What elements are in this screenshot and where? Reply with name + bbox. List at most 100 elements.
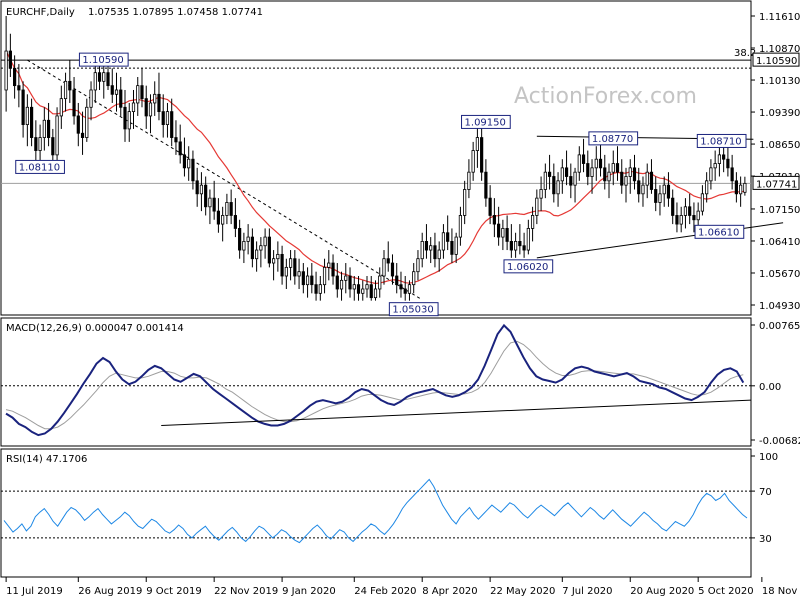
annotation-box: [15, 159, 65, 174]
candle: [140, 68, 144, 108]
candle-body: [123, 106, 127, 130]
candle-body: [13, 67, 17, 87]
candle: [632, 154, 637, 190]
candle: [195, 167, 199, 207]
annotation-text: 1.08110: [19, 162, 60, 173]
annotation-text: 1.10590: [82, 55, 123, 66]
candle-body: [424, 241, 429, 251]
candle-body: [386, 258, 390, 264]
price-tick-label: 1.04930: [759, 301, 800, 312]
candle: [739, 176, 743, 207]
candle-body: [348, 275, 352, 290]
candle: [276, 241, 280, 272]
candle-body: [174, 137, 178, 143]
candle: [136, 77, 140, 116]
x-tick-label: 26 Aug 2019: [78, 586, 142, 597]
candle: [297, 258, 301, 289]
rsi-tick-label: 70: [759, 487, 772, 498]
annotation-label: 1.08110: [15, 159, 65, 174]
candle: [471, 141, 475, 181]
macd-panel: [0, 317, 752, 447]
price-axis: 1.116101.108701.101301.093901.086501.079…: [751, 12, 800, 312]
candle: [403, 276, 407, 301]
annotation-box: [78, 52, 129, 67]
macd-tick-label: 0.007655: [759, 321, 800, 332]
candle-body: [284, 266, 288, 277]
macd-tick-label: -0.006822: [759, 436, 800, 447]
candle-body: [475, 137, 479, 151]
candle-body: [505, 228, 509, 242]
candle-body: [255, 249, 259, 260]
candle: [543, 163, 547, 199]
candle-body: [246, 236, 250, 242]
candle: [157, 72, 161, 121]
candle-body: [34, 137, 38, 151]
candle: [573, 167, 577, 203]
candle: [560, 159, 564, 194]
candle-body: [106, 72, 110, 87]
candle-body: [250, 236, 254, 260]
candle-body: [743, 182, 747, 193]
rsi-panel: [0, 448, 752, 578]
price-tag-box: [752, 175, 800, 190]
candle: [348, 267, 352, 298]
candle-body: [356, 284, 361, 294]
candle-body: [641, 184, 645, 195]
candle-body: [165, 111, 170, 125]
candle-body: [518, 241, 522, 247]
candle: [178, 124, 182, 164]
candle: [4, 16, 8, 112]
candle: [242, 232, 246, 264]
candle-body: [454, 236, 458, 255]
candle-body: [80, 132, 85, 138]
candle-body: [526, 228, 530, 251]
candle-body: [543, 171, 547, 190]
candle-body: [611, 163, 615, 173]
candle-body: [42, 119, 46, 138]
candle-body: [238, 228, 242, 251]
candle: [399, 271, 403, 298]
macd-axis: 0.007655 0.00 -0.006822: [751, 321, 800, 447]
candle: [552, 163, 556, 203]
annotation-box: [696, 133, 747, 148]
x-tick-label: 22 May 2020: [490, 586, 555, 597]
candle: [441, 224, 446, 259]
candle-body: [301, 271, 305, 286]
price-tick-label: 1.07150: [759, 205, 800, 216]
candle-body: [416, 258, 420, 273]
candle: [446, 215, 450, 251]
candle: [13, 55, 17, 99]
candle-body: [144, 98, 148, 117]
price-tick-label: 1.06410: [759, 237, 800, 248]
candle-body: [492, 215, 496, 225]
price-tag-text: 1.07741: [756, 179, 797, 190]
candle: [102, 64, 106, 99]
candle-body: [51, 137, 55, 156]
candle: [624, 167, 628, 203]
candle: [42, 107, 46, 151]
candle: [352, 276, 356, 301]
candle-body: [280, 253, 284, 277]
price-tag: 1.10590: [752, 52, 800, 67]
x-tick-label: 20 Aug 2020: [630, 586, 694, 597]
candle: [208, 189, 212, 225]
candle-body: [288, 258, 293, 268]
annotation-box: [388, 302, 439, 317]
candle: [467, 159, 471, 199]
candle-body: [484, 171, 488, 199]
x-axis: 11 Jul 2019 26 Aug 2019 9 Oct 2019 22 Nov 2…: [5, 577, 800, 597]
candle: [267, 228, 271, 268]
candle: [437, 241, 441, 272]
candle-body: [110, 85, 114, 95]
candle: [594, 146, 598, 181]
candle: [8, 33, 12, 78]
price-tick-label: 1.10870: [759, 44, 800, 55]
candle-body: [671, 197, 675, 216]
candle: [539, 176, 543, 212]
candle-body: [365, 284, 369, 290]
price-tag-text: 1.10590: [756, 56, 797, 67]
candle: [386, 241, 390, 272]
candle: [221, 206, 225, 242]
candle-body: [471, 150, 475, 173]
candle: [72, 77, 76, 125]
